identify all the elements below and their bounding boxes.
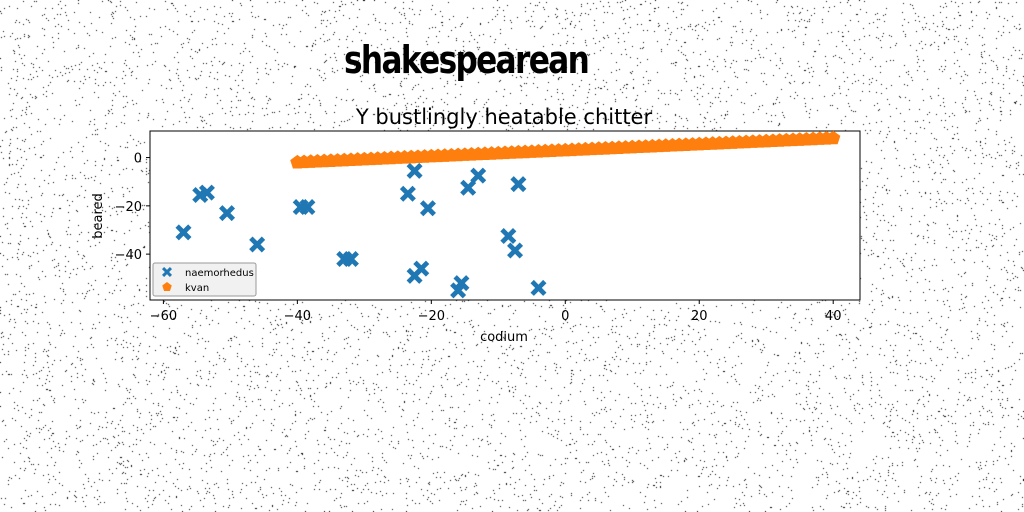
y-axis-label: beared — [91, 193, 106, 239]
data-point-naemorhedus — [175, 224, 192, 241]
page-title: shakespearean — [344, 38, 590, 82]
data-point-naemorhedus — [406, 162, 423, 179]
legend-box — [152, 262, 257, 297]
x-tick-label: 40 — [825, 309, 842, 324]
legend-marker-naemorhedus — [162, 267, 172, 277]
data-point-naemorhedus — [219, 205, 236, 222]
data-point-naemorhedus — [299, 199, 316, 216]
data-point-naemorhedus — [460, 179, 477, 196]
axis-ticks: −60 −40 −20 0 20 40 −40 −20 0 — [115, 152, 842, 324]
x-axis-label: codium — [480, 330, 528, 345]
chart-marks — [175, 130, 841, 299]
legend-label-kvan: kvan — [185, 283, 209, 294]
data-point-naemorhedus — [198, 184, 215, 201]
legend: naemorhedus kvan — [152, 262, 257, 297]
legend-label-naemorhedus: naemorhedus — [185, 268, 254, 279]
x-tick-label: 20 — [691, 309, 708, 324]
data-point-naemorhedus — [470, 167, 487, 184]
x-tick-label: −40 — [284, 309, 311, 324]
legend-marker-kvan — [162, 282, 172, 292]
data-point-naemorhedus — [453, 275, 470, 292]
data-point-naemorhedus — [413, 260, 430, 277]
x-tick-label: −20 — [418, 309, 445, 324]
y-tick-label: −40 — [115, 248, 142, 263]
x-tick-label: −60 — [150, 309, 177, 324]
chart-title: Y bustlingly heatable chitter — [355, 105, 653, 129]
data-point-naemorhedus — [342, 250, 359, 267]
data-point-naemorhedus — [419, 200, 436, 217]
data-point-naemorhedus — [249, 236, 266, 253]
plot-frame — [149, 130, 861, 301]
data-point-naemorhedus — [399, 185, 416, 202]
y-tick-label: 0 — [134, 152, 142, 167]
data-point-naemorhedus — [500, 228, 517, 245]
data-point-naemorhedus — [510, 176, 527, 193]
data-point-naemorhedus — [507, 242, 524, 259]
data-point-kvan — [826, 130, 841, 145]
y-tick-label: −20 — [115, 200, 142, 215]
data-point-naemorhedus — [530, 279, 547, 296]
x-tick-label: 0 — [561, 309, 569, 324]
